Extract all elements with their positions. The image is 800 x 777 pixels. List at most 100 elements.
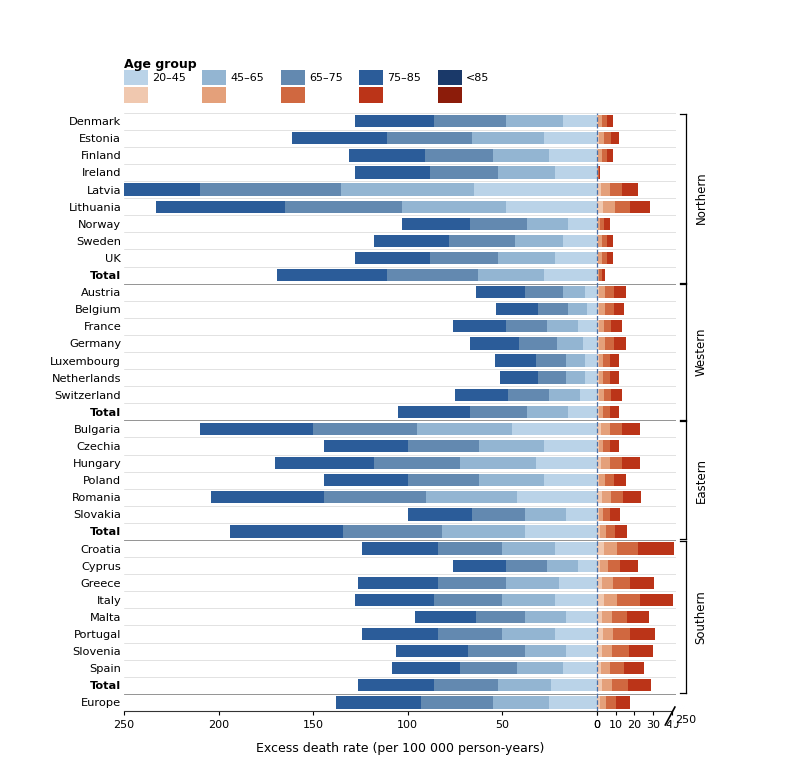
Bar (497, 303, 538, 315)
Bar (630, 628, 655, 640)
Bar (508, 388, 550, 401)
Bar (597, 662, 602, 674)
Bar (603, 440, 610, 452)
Bar (602, 662, 610, 674)
Bar (555, 252, 597, 264)
Bar (628, 679, 651, 692)
Bar (566, 611, 597, 623)
Bar (526, 218, 568, 230)
Bar (324, 474, 407, 486)
Bar (586, 371, 597, 384)
Bar (599, 286, 605, 298)
Bar (598, 166, 599, 179)
Bar (498, 679, 551, 692)
Bar (599, 354, 603, 367)
Bar (498, 252, 555, 264)
Bar (597, 577, 602, 589)
Bar (578, 320, 597, 333)
Bar (354, 166, 430, 179)
Bar (407, 508, 472, 521)
Bar (362, 628, 438, 640)
Bar (493, 696, 550, 709)
Bar (610, 457, 622, 469)
Bar (598, 252, 602, 264)
Bar (479, 474, 544, 486)
Bar (343, 525, 442, 538)
Bar (550, 388, 579, 401)
Bar (603, 354, 610, 367)
Text: <85: <85 (466, 73, 489, 82)
Bar (396, 645, 468, 657)
Text: 20–45: 20–45 (152, 73, 186, 82)
Bar (555, 542, 597, 555)
Bar (354, 115, 434, 127)
Bar (603, 628, 613, 640)
Bar (606, 235, 614, 247)
Bar (518, 491, 597, 503)
Bar (600, 696, 606, 709)
Text: Excess death rate (per 100 000 person-years): Excess death rate (per 100 000 person-ye… (256, 742, 544, 755)
Bar (603, 508, 610, 521)
Bar (502, 628, 555, 640)
Bar (599, 303, 605, 315)
Bar (434, 594, 502, 606)
Bar (597, 132, 599, 145)
Bar (568, 218, 597, 230)
Bar (605, 474, 614, 486)
Bar (602, 149, 606, 162)
Bar (566, 645, 597, 657)
Bar (599, 474, 605, 486)
Bar (615, 696, 630, 709)
Bar (611, 320, 622, 333)
Bar (502, 542, 555, 555)
Bar (599, 371, 603, 384)
Bar (614, 303, 624, 315)
Bar (472, 132, 544, 145)
Bar (618, 594, 640, 606)
Bar (544, 132, 597, 145)
Bar (536, 457, 597, 469)
Bar (598, 115, 602, 127)
Bar (597, 166, 598, 179)
Text: 65–75: 65–75 (309, 73, 342, 82)
Bar (285, 200, 402, 213)
Bar (612, 679, 628, 692)
Bar (511, 423, 597, 435)
Bar (476, 286, 525, 298)
Bar (48, 183, 200, 196)
Bar (599, 406, 603, 418)
Bar (275, 457, 374, 469)
Bar (614, 525, 627, 538)
Bar (402, 200, 506, 213)
Bar (597, 645, 602, 657)
Bar (230, 525, 343, 538)
Bar (604, 218, 610, 230)
Bar (200, 423, 313, 435)
Bar (583, 337, 597, 350)
Bar (597, 183, 602, 196)
Bar (568, 303, 587, 315)
Bar (597, 406, 599, 418)
Bar (606, 525, 614, 538)
Bar (597, 354, 599, 367)
Bar (506, 577, 558, 589)
Text: Eastern: Eastern (694, 458, 707, 503)
Bar (468, 645, 525, 657)
Bar (407, 440, 479, 452)
Bar (502, 594, 555, 606)
Bar (354, 594, 434, 606)
Bar (200, 183, 342, 196)
Bar (597, 508, 599, 521)
Bar (550, 696, 597, 709)
Bar (597, 525, 600, 538)
Text: 75–85: 75–85 (387, 73, 421, 82)
Bar (597, 252, 598, 264)
Bar (525, 645, 566, 657)
Bar (470, 337, 519, 350)
Bar (597, 286, 599, 298)
Bar (421, 696, 493, 709)
Bar (525, 508, 566, 521)
Bar (438, 577, 506, 589)
Bar (354, 252, 430, 264)
Bar (610, 662, 624, 674)
